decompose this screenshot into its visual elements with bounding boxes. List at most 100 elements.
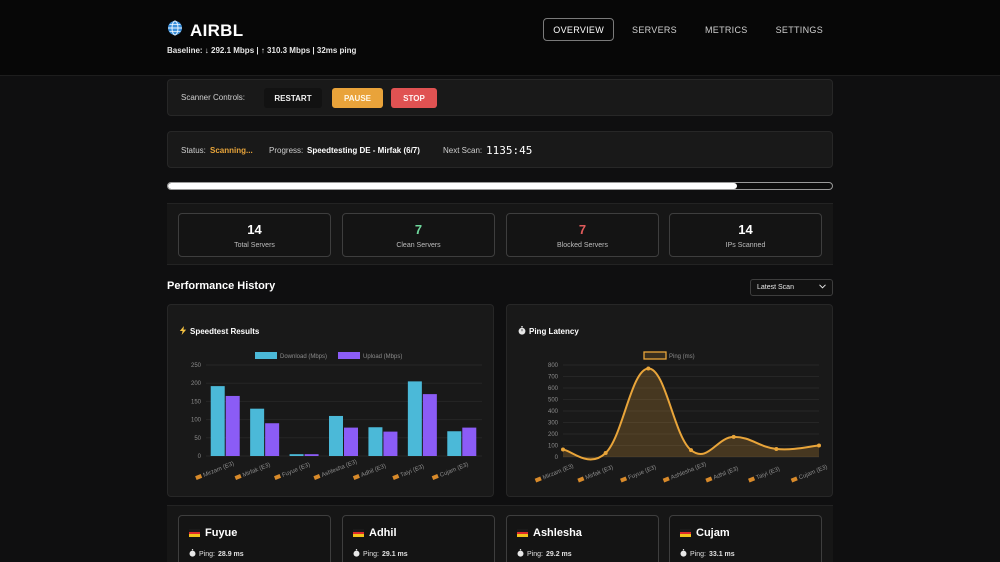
- brand: AIRBL: [167, 20, 243, 41]
- stat-blocked-servers: 7 Blocked Servers: [506, 213, 659, 257]
- server-card-fuyue[interactable]: Fuyue Ping: 28.9 ms: [178, 515, 331, 562]
- legend-label: Download (Mbps): [280, 354, 327, 360]
- x-tick-label: Adhil (E3): [360, 463, 387, 478]
- x-tick-label: Fuyue (E3): [627, 465, 657, 482]
- x-tick: Taiyi (E3): [748, 466, 781, 483]
- x-tick-label: Adhil (E3): [713, 466, 740, 481]
- stopwatch-icon: [353, 549, 360, 559]
- flag-icon: [620, 476, 628, 483]
- x-tick: Adhil (E3): [705, 466, 740, 483]
- stat-clean-servers: 7 Clean Servers: [342, 213, 495, 257]
- speedtest-title-text: Speedtest Results: [190, 327, 260, 336]
- flag-icon: [431, 474, 439, 480]
- flag-icon: [534, 476, 542, 483]
- ping-point: [646, 366, 651, 371]
- server-ping: Ping: 33.1 ms: [680, 549, 735, 559]
- y-tick-label: 400: [548, 409, 559, 415]
- germany-flag-icon: [517, 529, 528, 537]
- stopwatch-icon: [680, 549, 687, 559]
- app-title: AIRBL: [190, 20, 244, 40]
- bar: [265, 423, 280, 456]
- bar: [289, 454, 304, 456]
- x-tick: Cujam (E3): [790, 464, 829, 483]
- status-label: Status:: [181, 146, 206, 155]
- y-tick-label: 200: [548, 432, 559, 438]
- flag-icon: [790, 476, 798, 483]
- x-tick: Cujam (E3): [431, 462, 469, 480]
- ping-label: Ping:: [199, 550, 215, 558]
- stat-value: 14: [738, 222, 753, 237]
- lightning-icon: [179, 326, 187, 337]
- speedtest-chart-card: Speedtest Results 0 50 100 150 200 250 Downloa…: [167, 304, 494, 497]
- ping-label: Ping:: [363, 550, 379, 558]
- x-tick: Mirzam (E3): [195, 461, 235, 480]
- nav-metrics[interactable]: METRICS: [704, 24, 748, 35]
- ping-point: [774, 446, 779, 451]
- next-scan-label: Next Scan:: [443, 146, 483, 155]
- x-tick: Fuyue (E3): [620, 465, 657, 483]
- server-name-text: Ashlesha: [533, 527, 582, 539]
- server-name: Adhil: [353, 527, 397, 539]
- server-card-cujam[interactable]: Cujam Ping: 33.1 ms: [669, 515, 822, 562]
- server-ping: Ping: 29.2 ms: [517, 549, 572, 559]
- progress-label: Progress:: [269, 146, 304, 155]
- y-tick-label: 600: [548, 386, 559, 392]
- x-tick: Taiyi (E3): [392, 464, 425, 480]
- legend-label: Ping (ms): [669, 354, 695, 360]
- y-tick-label: 200: [191, 381, 202, 387]
- stat-label: Blocked Servers: [557, 242, 608, 249]
- y-tick-label: 0: [198, 454, 202, 460]
- bar: [210, 386, 225, 456]
- y-tick-label: 100: [191, 418, 202, 424]
- speedtest-chart-title: Speedtest Results: [179, 326, 259, 337]
- restart-button[interactable]: RESTART: [264, 88, 322, 108]
- flag-icon: [352, 474, 360, 480]
- legend-swatch: [338, 352, 360, 359]
- scan-range-select[interactable]: Latest Scan: [750, 279, 833, 296]
- stopwatch-icon: [189, 549, 196, 559]
- x-tick-label: Mirfak (E3): [242, 462, 271, 479]
- x-tick-label: Mirfak (E3): [585, 465, 614, 482]
- server-name: Ashlesha: [517, 527, 582, 539]
- scan-range-value: Latest Scan: [757, 284, 794, 291]
- y-tick-label: 100: [548, 444, 559, 450]
- ping-value: 29.1 ms: [381, 550, 408, 558]
- x-tick-label: Ashlesha (E3): [321, 459, 358, 479]
- flag-icon: [748, 476, 756, 483]
- server-name: Cujam: [680, 527, 730, 539]
- ping-point: [689, 448, 693, 453]
- server-name-text: Cujam: [696, 527, 730, 539]
- y-tick-label: 150: [191, 399, 202, 405]
- ping-label: Ping:: [527, 550, 543, 558]
- ping-value: 33.1 ms: [708, 550, 735, 558]
- bar: [225, 395, 240, 456]
- server-card-adhil[interactable]: Adhil Ping: 29.1 ms: [342, 515, 495, 562]
- nav-settings[interactable]: SETTINGS: [775, 24, 823, 35]
- ping-point: [603, 450, 608, 455]
- nav-overview[interactable]: OVERVIEW: [543, 18, 615, 41]
- stop-button[interactable]: STOP: [391, 88, 437, 108]
- x-tick: Ashlesha (E3): [662, 462, 707, 483]
- next-scan-value: 1135:45: [486, 144, 533, 157]
- server-card-ashlesha[interactable]: Ashlesha Ping: 29.2 ms: [506, 515, 659, 562]
- x-tick: Fuyue (E3): [273, 462, 311, 480]
- flag-icon: [705, 476, 713, 483]
- x-tick-label: Taiyi (E3): [755, 466, 780, 481]
- ping-point: [731, 434, 736, 439]
- bar: [250, 408, 265, 456]
- pause-button[interactable]: PAUSE: [332, 88, 383, 108]
- progress-value: Speedtesting DE - Mirfak (6/7): [307, 146, 420, 155]
- y-tick-label: 250: [191, 363, 202, 369]
- ping-label: Ping:: [690, 550, 706, 558]
- server-name: Fuyue: [189, 527, 237, 539]
- nav-servers[interactable]: SERVERS: [632, 24, 677, 35]
- server-ping: Ping: 28.9 ms: [189, 549, 244, 559]
- stat-value: 7: [578, 222, 587, 237]
- x-tick-label: Fuyue (E3): [281, 462, 311, 479]
- legend-label: Upload (Mbps): [363, 354, 402, 360]
- server-name-text: Fuyue: [205, 527, 238, 539]
- legend-swatch: [643, 351, 667, 360]
- bar: [368, 427, 383, 456]
- server-name-text: Adhil: [369, 527, 397, 539]
- scan-progress-fill: [168, 183, 738, 189]
